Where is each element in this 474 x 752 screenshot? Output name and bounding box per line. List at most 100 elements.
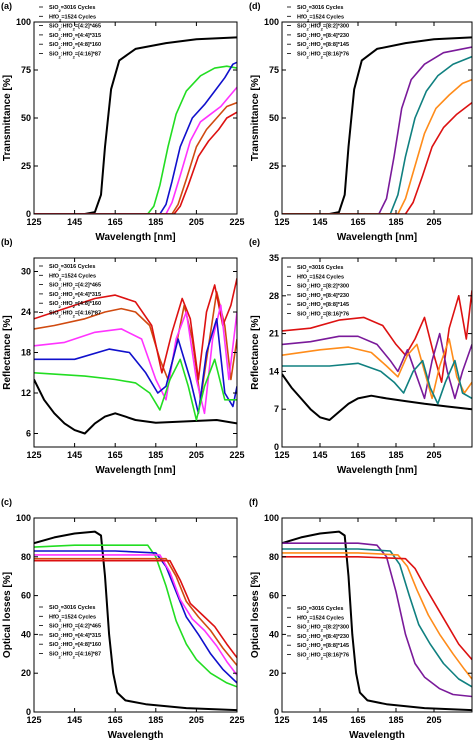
- legend-entry: SiO2:HfO2=[4:8]*160: [49, 42, 101, 50]
- legend-entry: SiO2:HfO2=[4:4]*315: [49, 292, 101, 300]
- y-tick-label: 100: [264, 513, 279, 523]
- y-tick-label: 60: [21, 591, 31, 601]
- x-tick-label: 185: [388, 715, 403, 725]
- y-tick-label: 80: [21, 552, 31, 562]
- legend-entry: SiO2:HfO2=[8:16]*76: [297, 312, 349, 320]
- series-line-0: [282, 36, 472, 214]
- x-axis-label: Wavelength [nm]: [337, 232, 417, 243]
- legend-entry: SiO2:HfO2=[8:4]*230: [297, 293, 349, 301]
- y-axis-label: Optical losses [%]: [2, 572, 13, 658]
- x-tick-label: 125: [26, 217, 41, 227]
- legend-entry: SiO2=3016 Cycles: [49, 5, 95, 13]
- series-line-2: [282, 55, 472, 214]
- series-line-0: [34, 379, 237, 435]
- x-axis-label: Wavelength [nm]: [95, 465, 175, 476]
- y-tick-label: 60: [269, 591, 279, 601]
- x-tick-label: 165: [350, 715, 365, 725]
- legend-entry: SiO2:HfO2=[4:8]*160: [49, 301, 101, 309]
- series-line-4: [34, 318, 237, 415]
- y-tick-label: 20: [269, 668, 279, 678]
- x-tick-label: 225: [229, 450, 244, 460]
- y-tick-label: 75: [21, 65, 31, 75]
- series-line-3: [34, 86, 237, 214]
- y-tick-label: 100: [16, 513, 31, 523]
- y-tick-label: 0: [26, 209, 31, 219]
- chart-panel-1: 125 145 165 185 205 0 25 50 75 100 Wavelength [nm]…: [249, 1, 473, 243]
- x-tick-label: 145: [67, 450, 82, 460]
- legend-entry: SiO2=3016 Cycles: [49, 605, 95, 613]
- legend-entry: HfO2=1524 Cycles: [49, 14, 96, 22]
- x-tick-label: 165: [108, 450, 123, 460]
- x-tick-label: 145: [312, 450, 327, 460]
- series-line-3: [34, 554, 237, 676]
- legend-entry: HfO2=1524 Cycles: [297, 274, 344, 282]
- x-tick-label: 185: [148, 450, 163, 460]
- legend-entry: SiO2:HfO2=[4:8]*160: [49, 642, 101, 650]
- y-axis-label: Reflectance [%]: [2, 315, 13, 389]
- series-line-1: [282, 290, 472, 383]
- y-tick-label: 50: [269, 113, 279, 123]
- legend-entry: SiO2=3016 Cycles: [297, 606, 343, 614]
- legend-entry: HfO2=1524 Cycles: [297, 14, 344, 22]
- legend-entry: SiO2:HfO2=[8:8]*145: [297, 42, 349, 50]
- x-tick-label: 165: [108, 715, 123, 725]
- series-line-4: [34, 557, 237, 666]
- y-tick-label: 28: [269, 291, 279, 301]
- series-line-3: [34, 304, 237, 415]
- x-tick-label: 185: [388, 217, 403, 227]
- y-tick-label: 100: [264, 17, 279, 27]
- plot-frame: [281, 257, 473, 448]
- y-axis-label: Transmittance [%]: [2, 75, 13, 161]
- series-line-2: [282, 332, 472, 400]
- y-tick-label: 20: [21, 668, 31, 678]
- series-line-5: [34, 358, 237, 421]
- x-tick-label: 185: [388, 450, 403, 460]
- y-tick-label: 25: [21, 161, 31, 171]
- series-line-1: [34, 544, 237, 688]
- y-tick-label: 24: [21, 307, 31, 317]
- x-tick-label: 125: [26, 715, 41, 725]
- y-tick-label: 25: [269, 161, 279, 171]
- y-tick-label: 0: [26, 707, 31, 717]
- chart-panel-3: 125 145 165 185 205 0 7 14 21 28 35 Wavelength [nm]…: [249, 237, 473, 476]
- series-line-4: [282, 101, 472, 214]
- legend-entry: SiO2:HfO2=[8:2]*300: [297, 625, 349, 633]
- legend-entry: SiO2:HfO2=[4:4]*315: [49, 33, 101, 41]
- series-line-5: [34, 111, 237, 214]
- legend-entry: SiO2:HfO2=[8:2]*300: [297, 24, 349, 32]
- x-tick-label: 205: [426, 450, 441, 460]
- legend-entry: HfO2=1524 Cycles: [49, 273, 96, 281]
- y-tick-label: 6: [26, 429, 31, 439]
- series-line-0: [34, 530, 237, 712]
- legend-entry: SiO2:HfO2=[8:16]*76: [297, 52, 349, 60]
- series-line-1: [282, 542, 472, 698]
- legend-entry: SiO2:HfO2=[8:2]*300: [297, 284, 349, 292]
- legend-entry: SiO2:HfO2=[8:16]*76: [297, 653, 349, 661]
- legend-entry: SiO2:HfO2=[4:2]*465: [49, 24, 101, 32]
- y-axis-label: Reflectance [%]: [250, 315, 261, 389]
- x-tick-label: 145: [67, 217, 82, 227]
- series-line-2: [34, 278, 237, 381]
- series-line-0: [282, 530, 472, 712]
- x-axis-label: Wavelength: [108, 730, 164, 741]
- x-tick-label: 205: [426, 715, 441, 725]
- series-line-2: [34, 550, 237, 684]
- x-tick-label: 205: [426, 217, 441, 227]
- series-line-0: [34, 36, 237, 214]
- y-tick-label: 12: [21, 388, 31, 398]
- x-tick-label: 225: [229, 217, 244, 227]
- chart-panel-4: 125 145 165 185 205 225 0 20 40 60 80 100 Wavelength…: [1, 497, 245, 741]
- series-line-5: [34, 559, 237, 659]
- legend-entry: SiO2:HfO2=[4:16]*87: [49, 652, 101, 660]
- y-tick-label: 21: [269, 329, 279, 339]
- panel-letter: (a): [1, 1, 12, 11]
- x-tick-label: 165: [350, 217, 365, 227]
- x-tick-label: 165: [108, 217, 123, 227]
- plot-frame: [281, 517, 473, 713]
- panel-letter: (b): [1, 237, 13, 247]
- legend-entry: SiO2:HfO2=[8:8]*145: [297, 302, 349, 310]
